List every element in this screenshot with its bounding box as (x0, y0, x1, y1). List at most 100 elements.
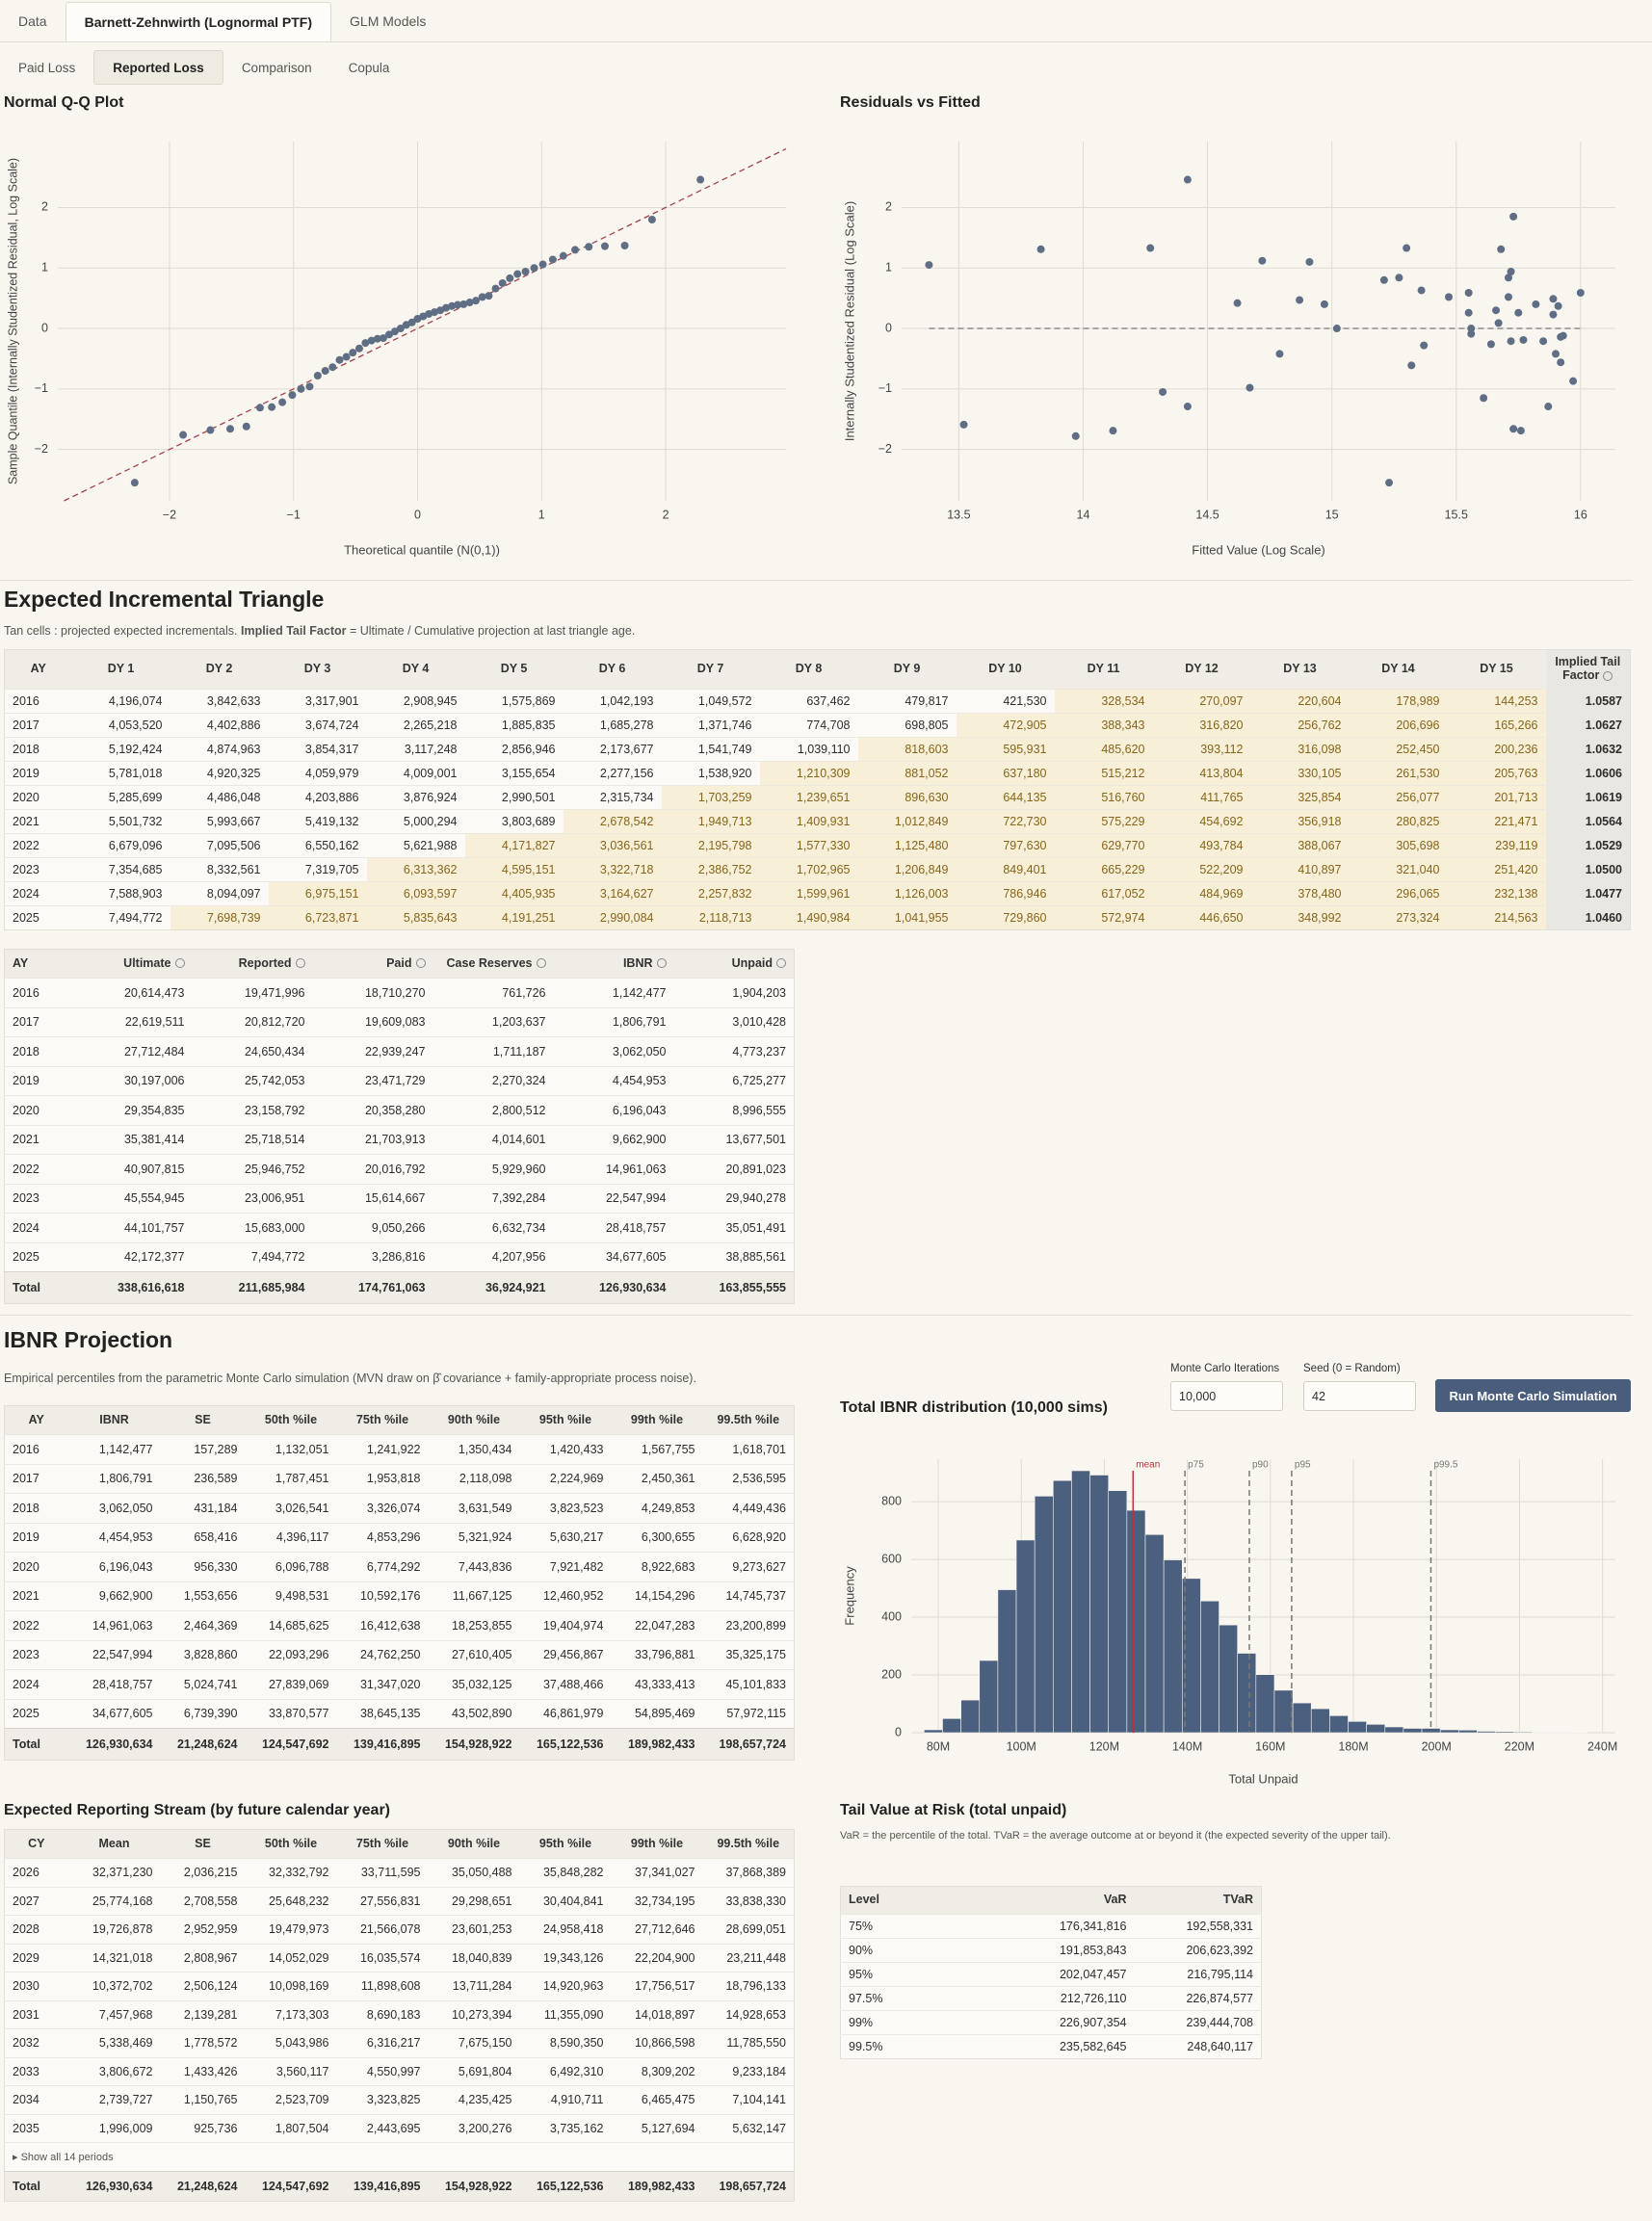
iterations-input[interactable]: 10,000 (1170, 1381, 1283, 1411)
column-header: DY 5 (464, 649, 564, 690)
show-all-row: ▸ Show all 14 periods (4, 2142, 795, 2171)
table-cell: 5,630,217 (519, 1522, 612, 1553)
table-cell: 174,761,063 (312, 1271, 433, 1303)
point (959, 420, 968, 429)
point (361, 339, 370, 348)
row-label: 95% (840, 1962, 964, 1987)
table-cell: 2,265,218 (366, 713, 465, 738)
table-cell: 330,105 (1250, 761, 1350, 786)
column-header: DY 6 (563, 649, 662, 690)
table-cell: 411,765 (1152, 785, 1251, 810)
table-cell: 10,098,169 (245, 1972, 337, 2000)
total-row: Total 126,930,634 21,248,624 124,547,692 139… (4, 1728, 795, 1760)
table-cell: 139,416,895 (336, 2170, 429, 2202)
tab[interactable]: Barnett-Zehnwirth (Lognormal PTF) (65, 2, 332, 41)
table-cell: 3,828,860 (160, 1639, 246, 1670)
column-header-text: 99.5th %ile (717, 1412, 780, 1426)
histogram-bar (1329, 1715, 1349, 1734)
table-cell: 45,101,833 (702, 1669, 795, 1699)
column-header: 99.5th %ile (702, 1405, 795, 1435)
table-cell: 15,683,000 (192, 1213, 313, 1242)
table-cell: 1,806,791 (553, 1006, 674, 1037)
table-row: 2025 42,172,377 7,494,772 3,286,816 4,207,95… (4, 1241, 795, 1272)
table-cell: 176,341,816 (963, 1914, 1135, 1939)
header-row: CY Mean SE 50th %ile 75th %ile 90th %ile 95th … (4, 1829, 795, 1859)
y-tick-label: 800 (881, 1494, 902, 1507)
row-label: 2019 (4, 1065, 72, 1096)
point (1486, 340, 1495, 349)
point (459, 300, 468, 308)
table-cell: 1,787,451 (245, 1463, 337, 1494)
table-cell: 24,650,434 (192, 1036, 313, 1066)
subtab[interactable]: Reported Loss (93, 50, 223, 85)
histogram-bar (1273, 1689, 1294, 1734)
tab[interactable]: GLM Models (350, 13, 427, 29)
table-cell: 18,710,270 (312, 978, 433, 1007)
column-header: 50th %ile (245, 1829, 337, 1859)
table-cell: 198,657,724 (702, 1728, 795, 1760)
x-tick-label: 14 (1077, 508, 1090, 521)
table-row: 2023 7,354,685 8,332,561 7,319,705 6,313,362… (4, 857, 1631, 882)
subtab[interactable]: Copula (348, 60, 390, 75)
y-tick-label: 400 (881, 1609, 902, 1623)
point (206, 426, 215, 434)
table-cell: 10,372,702 (67, 1972, 161, 2000)
seed-input[interactable]: 42 (1303, 1381, 1416, 1411)
table-cell: 8,332,561 (170, 857, 269, 882)
table-cell: 1,490,984 (759, 905, 858, 930)
table-cell: 7,392,284 (433, 1183, 554, 1214)
table-row: 2020 29,354,835 23,158,792 20,358,280 2,800,… (4, 1095, 795, 1125)
table-cell: 1,538,920 (661, 761, 760, 786)
table-cell: 7,443,836 (428, 1552, 520, 1581)
table-cell: 4,773,237 (673, 1036, 795, 1066)
show-all-toggle[interactable]: ▸ Show all 14 periods (4, 2142, 795, 2171)
table-cell: 1,618,701 (702, 1434, 795, 1464)
table-row: 2024 44,101,757 15,683,000 9,050,266 6,632,7… (4, 1213, 795, 1242)
column-header: IBNR (67, 1405, 161, 1435)
table-cell: 316,820 (1152, 713, 1251, 738)
point (1504, 293, 1512, 301)
table-cell: 393,112 (1152, 737, 1251, 762)
table-cell: 1,012,849 (857, 809, 957, 834)
column-header-text: 99th %ile (630, 1412, 684, 1426)
table-cell: 21,703,913 (312, 1124, 433, 1155)
point (585, 243, 593, 251)
row-label: 90% (840, 1938, 964, 1963)
table-cell: 4,191,251 (464, 905, 564, 930)
histogram-bar (1071, 1470, 1090, 1734)
run-button[interactable]: Run Monte Carlo Simulation (1435, 1379, 1631, 1412)
table-cell: 1,049,572 (661, 689, 760, 714)
table-cell: 9,050,266 (312, 1213, 433, 1242)
subtab[interactable]: Comparison (241, 60, 312, 75)
input-label: Seed (0 = Random) (1303, 1363, 1401, 1374)
column-header-text: 75th %ile (355, 1836, 409, 1850)
histogram-bar (1015, 1539, 1036, 1734)
table-cell: 2,173,677 (563, 737, 662, 762)
tab[interactable]: Data (18, 13, 47, 29)
table-cell: 5,835,643 (366, 905, 465, 930)
table-cell: 202,047,457 (963, 1962, 1135, 1987)
note-bold: Implied Tail Factor (240, 624, 347, 638)
table-cell: 239,444,708 (1134, 2010, 1262, 2035)
column-header: SE (160, 1405, 246, 1435)
table-cell: 9,498,531 (245, 1581, 337, 1611)
histogram-bar (942, 1718, 961, 1734)
column-header-text: CY (28, 1836, 45, 1850)
table-cell: 6,465,475 (611, 2085, 703, 2114)
table-cell: 4,396,117 (245, 1522, 337, 1553)
table-cell: 28,418,757 (67, 1669, 161, 1699)
table-cell: 637,180 (956, 761, 1055, 786)
table-cell: 189,982,433 (611, 1728, 703, 1760)
stream-table-wrap: CY Mean SE 50th %ile 75th %ile 90th %ile 95th … (4, 1829, 795, 2202)
table-cell: 4,449,436 (702, 1493, 795, 1523)
table-row: 75% 176,341,816 192,558,331 (840, 1914, 1262, 1939)
table-cell: 356,918 (1250, 809, 1350, 834)
point (1467, 325, 1476, 333)
point (328, 363, 337, 372)
histogram-bar (1108, 1490, 1128, 1734)
point (1514, 308, 1523, 317)
x-tick-label: 13.5 (947, 508, 970, 521)
table-cell: 421,530 (956, 689, 1055, 714)
subtab[interactable]: Paid Loss (18, 60, 76, 75)
section-title: Expected Incremental Triangle (4, 587, 325, 612)
